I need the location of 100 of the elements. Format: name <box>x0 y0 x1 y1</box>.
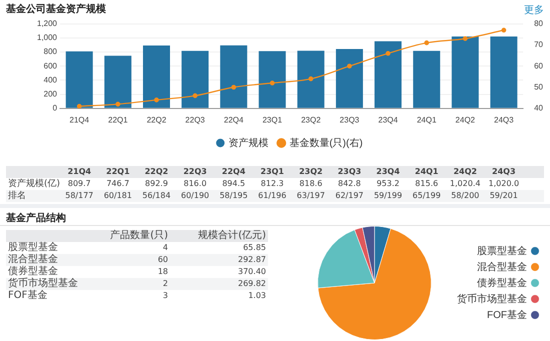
text: 60 <box>158 254 168 266</box>
category-label: 24Q3 <box>492 167 516 176</box>
bar <box>413 50 440 108</box>
legend-label: FOF基金 <box>487 308 527 321</box>
point <box>424 40 430 46</box>
text: 59/199 <box>372 190 404 202</box>
category-label: 24Q2 <box>453 167 477 176</box>
point <box>462 36 468 42</box>
x-tick-label: 23Q3 <box>340 115 360 124</box>
text: 370.40 <box>238 266 266 278</box>
y-tick-label: 800 <box>44 47 58 56</box>
point <box>116 102 120 107</box>
x-tick-label: 22Q1 <box>108 115 128 124</box>
text: 债券型基金 <box>8 266 58 278</box>
y2-tick-label: 70 <box>534 40 544 50</box>
category-label: 22Q3 <box>183 167 207 176</box>
legend-label: 混合型基金 <box>477 260 527 273</box>
x-tick-label: 24Q1 <box>416 115 437 124</box>
chart-title: 基金公司基金资产规模 <box>6 2 106 16</box>
data-label: 818.6 <box>298 178 324 190</box>
data-label: 1,020.0 <box>488 178 520 190</box>
x-tick-label: 21Q4 <box>70 115 90 124</box>
data-label: 1,020.4 <box>448 178 482 190</box>
y-tick-label: 1,000 <box>36 33 58 42</box>
x-tick-label: 24Q2 <box>455 115 476 124</box>
x-tick-label: 22Q3 <box>185 115 206 124</box>
point <box>76 104 82 108</box>
point <box>501 28 506 33</box>
data-label: 812.3 <box>260 178 285 190</box>
point <box>386 51 390 56</box>
legend-label: 债券型基金 <box>477 276 527 289</box>
y-tick-label: 200 <box>44 90 58 99</box>
legend-label: 基金数量(只)(右) <box>289 136 363 149</box>
data-label: 809.7 <box>66 178 92 190</box>
x-tick-label: 23Q1 <box>262 115 283 124</box>
text: 63/197 <box>296 190 326 202</box>
data-label: 815.6 <box>414 178 440 190</box>
category-label: 23Q3 <box>338 167 362 176</box>
x-tick-label: 24Q3 <box>494 115 514 124</box>
text: 292.87 <box>238 254 266 266</box>
category-label: 23Q2 <box>299 167 323 176</box>
text: 269.82 <box>238 278 266 290</box>
text: 60/181 <box>102 190 133 202</box>
point <box>192 93 198 98</box>
data-label: 816.0 <box>182 178 208 190</box>
point <box>308 76 314 82</box>
y-tick-label: 600 <box>44 61 58 70</box>
category-label: 22Q1 <box>106 167 130 176</box>
text: 3 <box>162 290 168 302</box>
legend-label: 货币市场型基金 <box>457 292 527 305</box>
text: 资产规模(亿) <box>8 178 60 190</box>
data-label: 953.2 <box>376 178 400 190</box>
text: 货币市场型基金 <box>8 278 78 290</box>
legend-label: 资产规模 <box>228 136 268 149</box>
text: 18 <box>158 266 168 278</box>
category-label: 21Q4 <box>68 167 92 176</box>
bar <box>142 45 170 108</box>
text: 58/200 <box>450 190 480 202</box>
x-tick-label: 23Q2 <box>301 115 322 124</box>
text: 60/190 <box>180 190 210 202</box>
text: 混合型基金 <box>8 254 58 266</box>
text: 2 <box>162 278 168 290</box>
x-tick-label: 23Q4 <box>378 115 398 124</box>
data-label: 746.7 <box>105 178 130 190</box>
bar <box>220 45 248 108</box>
text: 62/197 <box>334 190 365 202</box>
category-label: 23Q1 <box>260 167 284 176</box>
bar <box>336 48 363 108</box>
y-tick-label: 0 <box>52 104 58 113</box>
text: 56/184 <box>141 190 172 202</box>
bar <box>374 41 402 108</box>
text: 65.85 <box>243 242 266 254</box>
data-label: 894.5 <box>221 178 246 190</box>
data-label: 842.8 <box>336 178 362 190</box>
bar <box>452 36 479 108</box>
point <box>231 84 236 90</box>
bar <box>182 50 209 108</box>
text: FOF基金 <box>8 290 48 302</box>
text: 基金产品结构 <box>6 212 66 225</box>
category-label: 23Q4 <box>376 167 400 176</box>
bar <box>104 56 132 108</box>
y2-tick-label: 80 <box>534 19 544 28</box>
legend-label: 股票型基金 <box>477 244 527 257</box>
point <box>347 64 352 68</box>
x-tick-label: 22Q2 <box>146 115 167 124</box>
category-label: 24Q1 <box>414 167 438 176</box>
y-tick-label: 1,200 <box>36 19 58 28</box>
text: 58/177 <box>64 190 94 202</box>
text: 更多 <box>524 4 544 17</box>
text: 股票型基金 <box>8 242 58 254</box>
x-tick-label: 22Q4 <box>224 115 244 124</box>
point <box>270 80 275 86</box>
category-label: 22Q4 <box>222 167 246 176</box>
bar <box>490 36 518 108</box>
text: 58/195 <box>218 190 249 202</box>
y2-tick-label: 40 <box>534 104 544 113</box>
data-label: 892.9 <box>144 178 169 190</box>
text: 65/199 <box>412 190 442 202</box>
text: 排名 <box>8 190 26 202</box>
text: 4 <box>162 242 168 254</box>
